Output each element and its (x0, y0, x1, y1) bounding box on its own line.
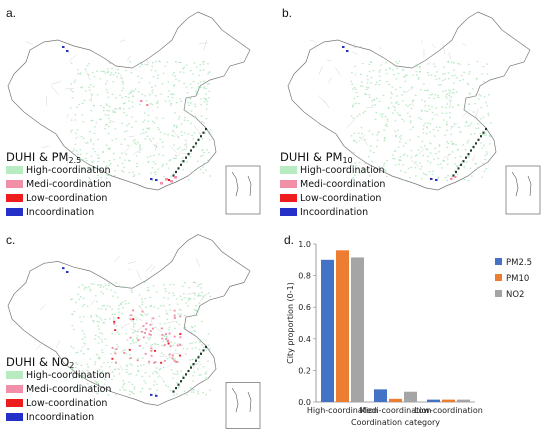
y-axis-label: City proportion (0-1) (286, 282, 295, 364)
china-boundary (287, 11, 531, 191)
panel-label-d: d. (284, 233, 295, 247)
legend-item: Low-coordination (6, 396, 111, 410)
legend-swatch (280, 194, 297, 202)
chart-legend-swatch (495, 258, 502, 265)
south-china-sea-inset (225, 382, 261, 429)
chart-legend-label: PM10 (506, 274, 529, 284)
china-boundary (7, 234, 251, 406)
legend-label: Medi-coordination (26, 383, 112, 395)
legend-item: High-coordination (6, 368, 111, 382)
panel-label-b: b. (282, 6, 293, 20)
bar (336, 250, 349, 402)
china-map-c (7, 234, 261, 429)
legend-swatch (6, 399, 23, 407)
legend-label: Medi-coordination (300, 178, 386, 190)
boundary-lines (25, 39, 212, 167)
incoordination-areas (62, 46, 158, 181)
panel-label-c: c. (6, 233, 16, 247)
legend-label: Incoordination (300, 206, 369, 218)
legend-item: Medi-coordination (280, 177, 385, 191)
medi-low-coordination-areas (450, 176, 457, 180)
bar (442, 399, 455, 402)
map-panel-a: a. DUHI & PM2.5 High-coordination Medi-co… (0, 0, 270, 222)
panel-title-c: DUHI & NO2 (6, 355, 75, 370)
x-tick-label: High-coordination (307, 406, 378, 415)
legend-label: High-coordination (26, 164, 111, 176)
bar (389, 398, 402, 402)
bar-chart: 0.0 0.2 0.4 0.6 0.8 1.0 High-coordinationMedi-… (286, 240, 532, 427)
legend-item: Low-coordination (280, 191, 385, 205)
legend-swatch (6, 166, 23, 174)
chart-legend-swatch (495, 290, 502, 297)
china-map-a (7, 11, 261, 215)
bar (404, 391, 417, 402)
legend-label: High-coordination (26, 369, 111, 381)
incoordination-areas (62, 267, 158, 397)
legend-swatch (280, 208, 297, 216)
medi-low-coordination-areas (111, 309, 182, 364)
x-tick-label: Medi-coordination (360, 406, 432, 415)
legend-item: Incoordination (280, 205, 385, 219)
y-tick-label: 0.8 (298, 272, 311, 281)
legend-b: High-coordination Medi-coordination Low-co… (280, 163, 385, 219)
y-tick-label: 0.6 (298, 303, 311, 312)
legend-swatch (6, 180, 23, 188)
boundary-lines (310, 39, 479, 168)
chart-legend-label: PM2.5 (506, 258, 532, 268)
legend-item: Medi-coordination (6, 177, 111, 191)
y-tick-label: 1.0 (298, 240, 311, 249)
legend-label: Medi-coordination (26, 178, 112, 190)
chart-legend-label: NO2 (506, 290, 524, 300)
panel-label-a: a. (6, 6, 17, 20)
south-china-sea-inset (225, 165, 261, 215)
south-china-sea-inset (505, 165, 541, 215)
legend-label: Low-coordination (26, 192, 108, 204)
legend-swatch (280, 166, 297, 174)
legend-swatch (6, 371, 23, 379)
medi-low-coordination-areas (140, 100, 177, 185)
bar (374, 389, 387, 402)
legend-swatch (280, 180, 297, 188)
y-tick-label: 0.4 (298, 335, 311, 344)
legend-item: Low-coordination (6, 191, 111, 205)
x-tick-label: Low-coordination (414, 406, 483, 415)
legend-swatch (6, 413, 23, 421)
legend-item: Incoordination (6, 205, 111, 219)
panel-title-a: DUHI & PM2.5 (6, 150, 82, 165)
coastal-cities (172, 345, 207, 393)
incoordination-areas (342, 46, 438, 181)
china-map-b (287, 11, 541, 215)
legend-item: High-coordination (280, 163, 385, 177)
legend-a: High-coordination Medi-coordination Low-co… (6, 163, 111, 219)
coastal-cities (172, 128, 207, 177)
legend-item: High-coordination (6, 163, 111, 177)
legend-item: Medi-coordination (6, 382, 111, 396)
legend-label: Low-coordination (26, 397, 108, 409)
bar (351, 257, 364, 402)
legend-swatch (6, 385, 23, 393)
coastal-cities (452, 128, 487, 177)
boundary-lines (36, 255, 208, 381)
legend-label: Incoordination (26, 206, 95, 218)
bar (427, 399, 440, 402)
legend-swatch (6, 208, 23, 216)
high-coordination-areas (350, 60, 492, 182)
legend-label: High-coordination (300, 164, 385, 176)
legend-label: Incoordination (26, 411, 95, 423)
legend-c: High-coordination Medi-coordination Low-co… (6, 368, 111, 424)
y-tick-label: 0.2 (298, 366, 311, 375)
y-tick-label: 0.0 (298, 398, 311, 407)
bar (321, 259, 334, 402)
legend-swatch (6, 194, 23, 202)
panel-title-b: DUHI & PM10 (280, 150, 353, 165)
map-panel-c: c. DUHI & NO2 High-coordination Medi-coor… (0, 225, 270, 439)
x-axis-label: Coordination category (351, 418, 440, 427)
map-panel-b: b. DUHI & PM10 High-coordination Medi-coo… (276, 0, 550, 222)
chart-legend-swatch (495, 274, 502, 281)
bar (457, 399, 470, 402)
legend-item: Incoordination (6, 410, 111, 424)
legend-label: Low-coordination (300, 192, 382, 204)
